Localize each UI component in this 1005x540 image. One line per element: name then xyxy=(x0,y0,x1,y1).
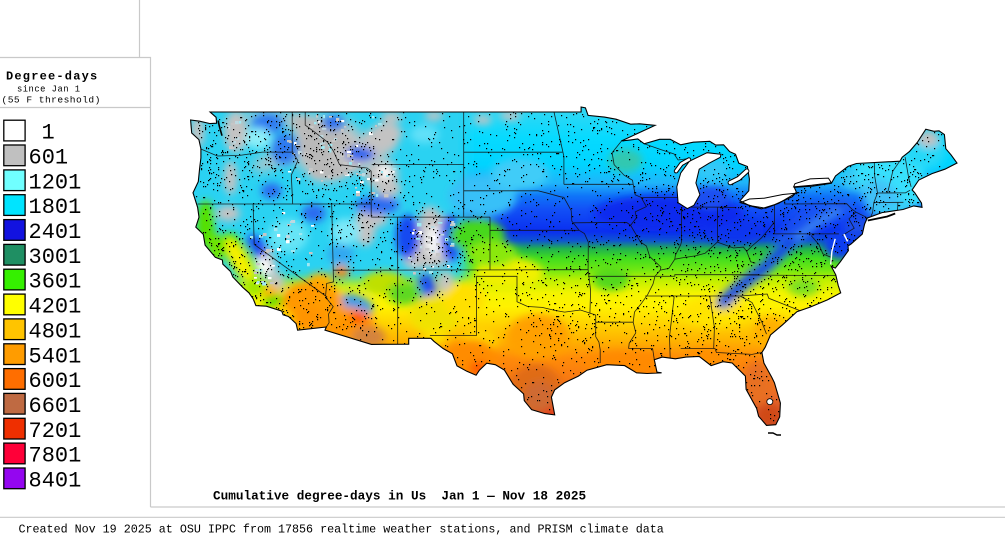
svg-text:(55 F threshold): (55 F threshold) xyxy=(2,94,101,105)
svg-text:6001: 6001 xyxy=(29,369,82,394)
svg-text:4201: 4201 xyxy=(29,295,82,320)
svg-text:2401: 2401 xyxy=(29,220,82,245)
svg-text:since Jan 1: since Jan 1 xyxy=(17,84,81,94)
svg-text:1201: 1201 xyxy=(29,170,82,195)
svg-text:7801: 7801 xyxy=(29,444,82,469)
svg-text:5401: 5401 xyxy=(29,344,82,369)
svg-text:8401: 8401 xyxy=(29,469,82,494)
svg-text:6601: 6601 xyxy=(29,394,82,419)
svg-text:Cumulative degree-days in Us: Cumulative degree-days in Us Jan 1 — Nov… xyxy=(213,489,586,504)
svg-text:7201: 7201 xyxy=(29,419,82,444)
svg-text:Created Nov 19 2025 at OSU IPP: Created Nov 19 2025 at OSU IPPC from 178… xyxy=(19,523,664,537)
svg-text:4801: 4801 xyxy=(29,319,82,344)
svg-text:601: 601 xyxy=(29,146,69,171)
svg-text:Degree-days: Degree-days xyxy=(6,70,98,84)
svg-text:3601: 3601 xyxy=(29,270,82,295)
svg-text:1801: 1801 xyxy=(29,195,82,220)
svg-text:1: 1 xyxy=(42,121,55,146)
svg-text:3001: 3001 xyxy=(29,245,82,270)
